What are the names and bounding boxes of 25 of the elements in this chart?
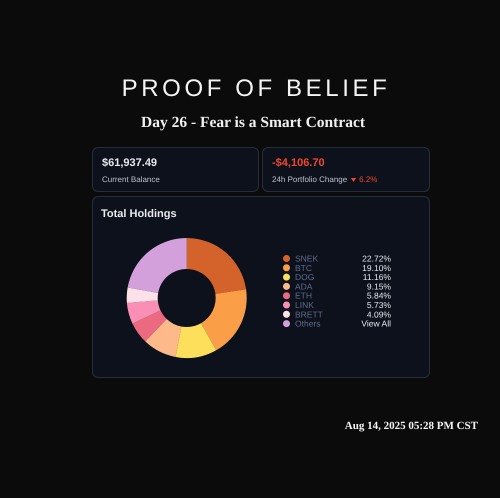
text: Aug 14, 2025 05:28 PM CST: [344, 419, 478, 433]
legend-label: ADA: [295, 281, 313, 292]
legend-label: BTC: [295, 262, 312, 273]
text: 24h Portfolio Change: [272, 175, 348, 185]
chart-subtitle: Day 26 - Fear is a Smart Contract: [140, 113, 366, 133]
data-label: 22.72%: [362, 254, 392, 264]
legend-label: LINK: [295, 300, 314, 310]
chart-title: PROOF OF BELIEF: [120, 74, 392, 104]
legend-label: ETH: [295, 290, 312, 301]
text: -$4,106.70: [272, 156, 326, 170]
legend-label: Others: [295, 318, 321, 329]
data-label: 19.10%: [362, 262, 392, 273]
data-label: 4.09%: [366, 309, 392, 320]
data-label: View All: [361, 318, 392, 329]
legend-label: SNEK: [295, 254, 318, 264]
data-label: 11.16%: [362, 272, 392, 282]
text: $61,937.49: [102, 156, 158, 170]
data-label: 9.15%: [366, 281, 392, 292]
legend-label: BRETT: [295, 309, 323, 320]
data-label: 5.73%: [366, 300, 392, 310]
text: Total Holdings: [101, 207, 177, 221]
legend-label: DOG: [295, 272, 314, 282]
data-label: 5.84%: [366, 290, 392, 301]
text: Current Balance: [102, 175, 161, 185]
text: 6.2%: [359, 175, 378, 185]
